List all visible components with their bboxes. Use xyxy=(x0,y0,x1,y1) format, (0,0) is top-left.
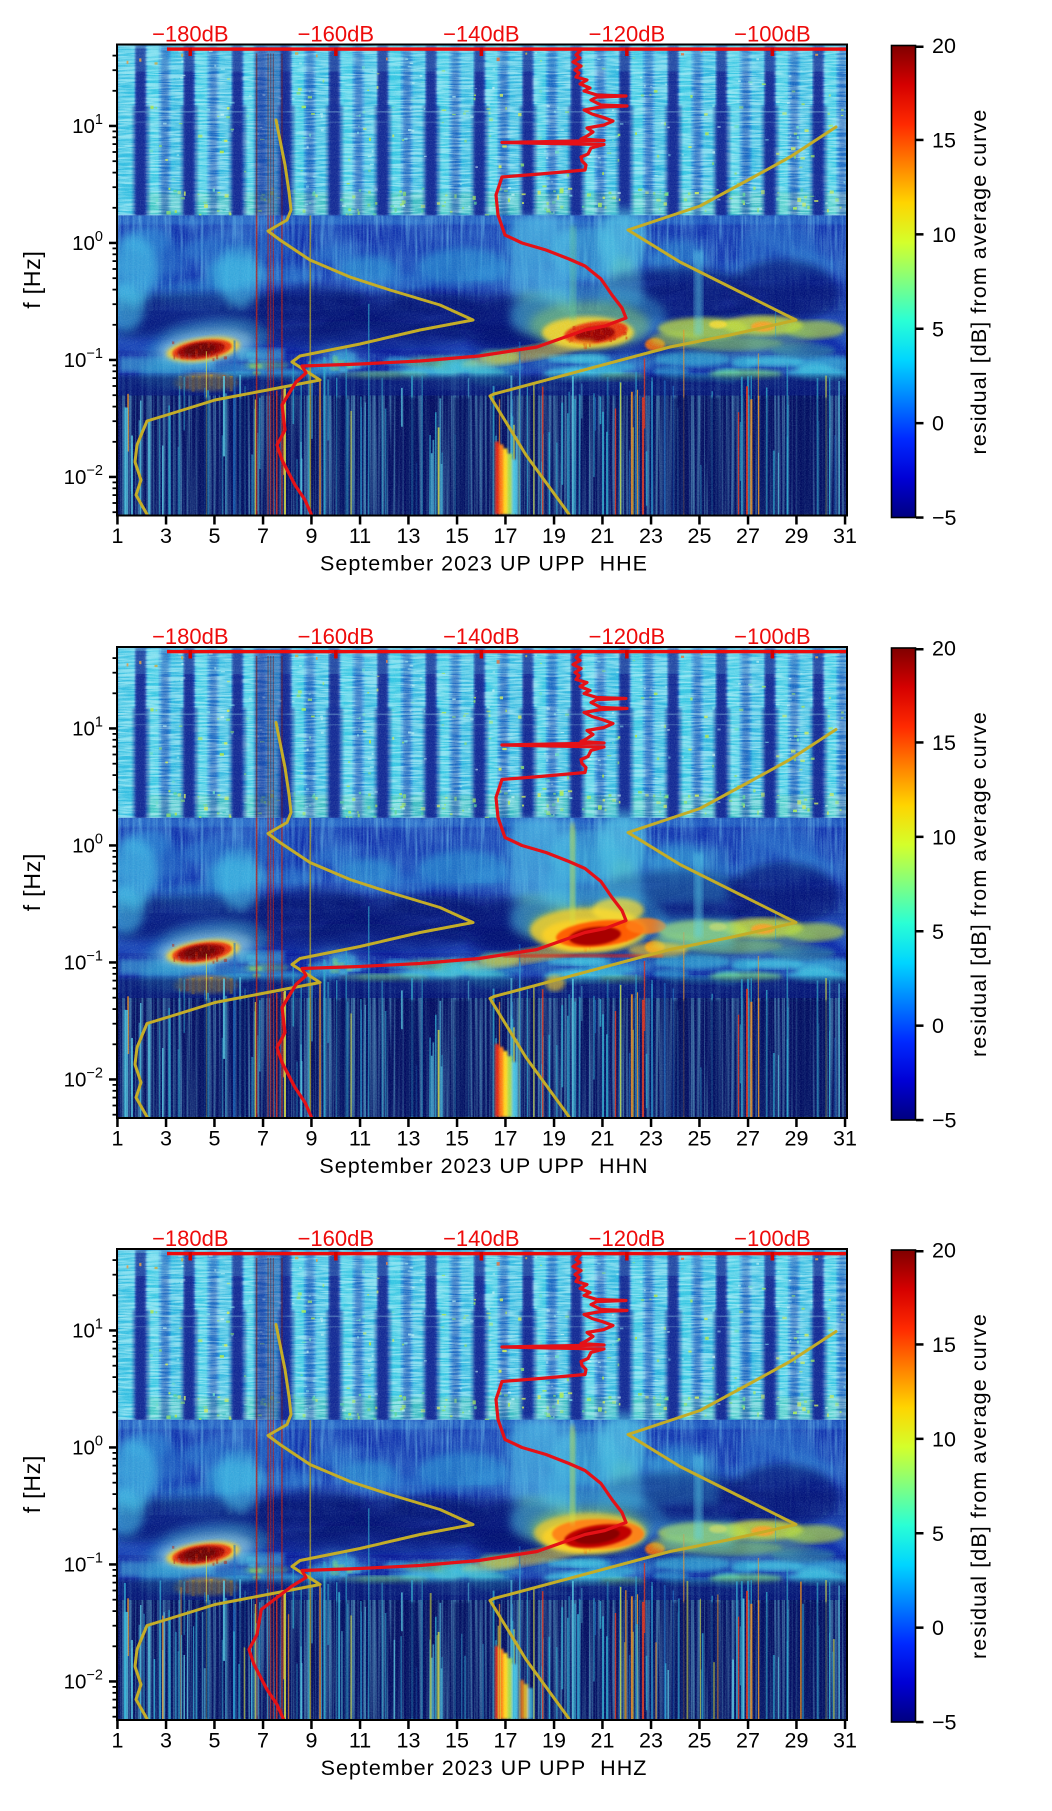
svg-text:September 2023 UP UPP HHE: September 2023 UP UPP HHE xyxy=(320,552,648,576)
svg-text:September 2023 UP UPP HHZ: September 2023 UP UPP HHZ xyxy=(321,1756,648,1780)
svg-text:September 2023 UP UPP HHN: September 2023 UP UPP HHN xyxy=(319,1154,648,1178)
